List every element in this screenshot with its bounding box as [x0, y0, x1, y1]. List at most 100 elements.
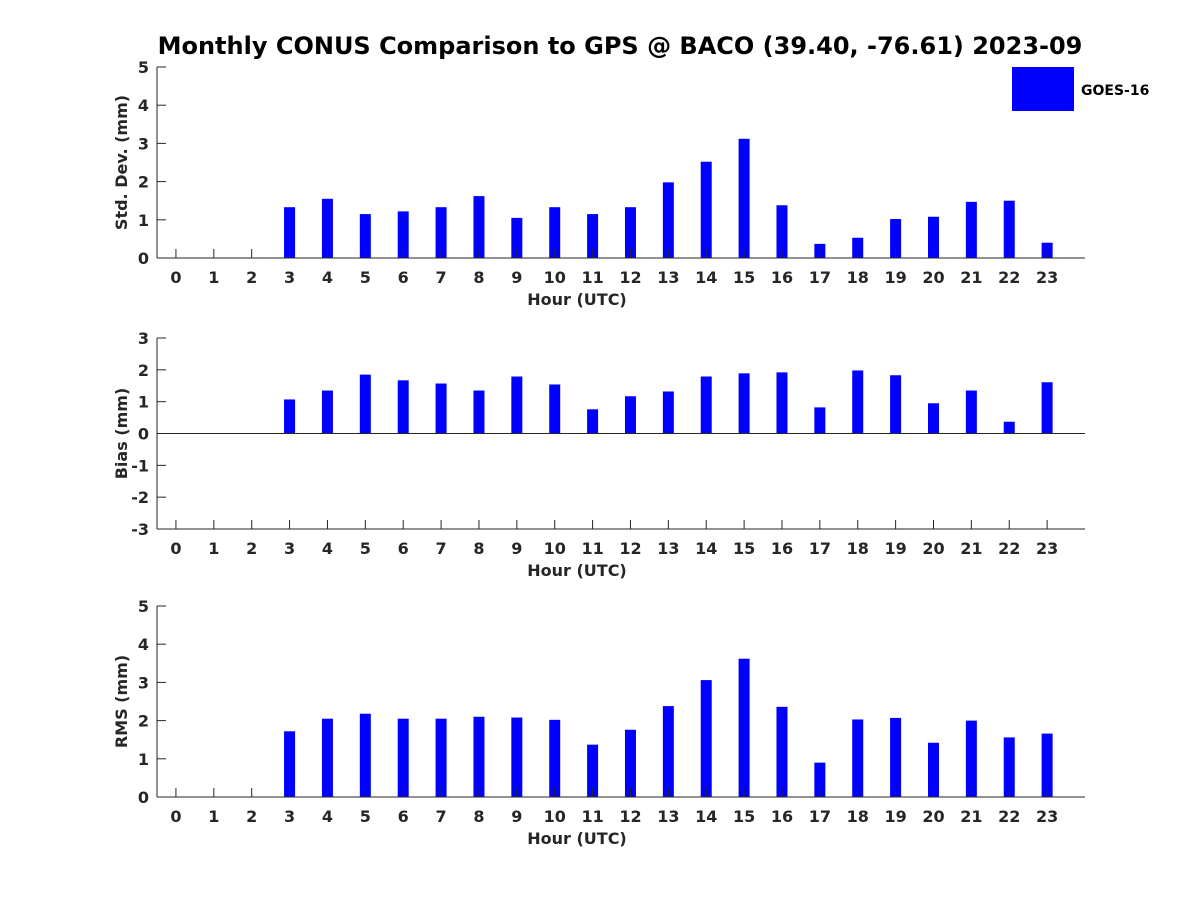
bar-panel2-hour-8 [473, 390, 485, 434]
bar-panel1-hour-18 [852, 237, 864, 258]
x-tick-label-panel3: 20 [922, 807, 944, 826]
x-axis-label-panel2: Hour (UTC) [527, 561, 627, 580]
y-tick-label-panel1: 3 [138, 134, 149, 153]
x-tick-label-panel3: 18 [847, 807, 869, 826]
x-tick-label-panel1: 1 [208, 268, 219, 287]
bar-panel2-hour-9 [511, 376, 523, 434]
x-tick-label-panel1: 22 [998, 268, 1020, 287]
x-tick-label-panel3: 9 [511, 807, 522, 826]
bar-panel3-hour-11 [587, 744, 599, 797]
y-axis-label-panel2: Bias (mm) [112, 388, 131, 480]
y-tick-label-panel1: 2 [138, 173, 149, 192]
y-tick-label-panel2: -2 [131, 488, 149, 507]
y-tick-label-panel3: 1 [138, 750, 149, 769]
y-tick-label-panel2: 2 [138, 361, 149, 380]
bar-panel1-hour-10 [549, 207, 561, 258]
bar-panel2-hour-15 [738, 373, 750, 434]
x-tick-label-panel1: 6 [398, 268, 409, 287]
bar-panel2-hour-6 [397, 380, 409, 434]
x-tick-label-panel3: 6 [398, 807, 409, 826]
x-tick-label-panel2: 0 [170, 539, 181, 558]
x-tick-label-panel1: 5 [360, 268, 371, 287]
x-tick-label-panel1: 3 [284, 268, 295, 287]
x-tick-label-panel3: 16 [771, 807, 793, 826]
y-tick-label-panel1: 1 [138, 211, 149, 230]
x-tick-label-panel2: 13 [657, 539, 679, 558]
x-tick-label-panel3: 13 [657, 807, 679, 826]
x-tick-label-panel2: 23 [1036, 539, 1058, 558]
x-tick-label-panel3: 11 [581, 807, 603, 826]
x-tick-label-panel1: 16 [771, 268, 793, 287]
bar-panel1-hour-11 [587, 214, 599, 258]
x-tick-label-panel2: 14 [695, 539, 717, 558]
y-tick-label-panel3: 0 [138, 788, 149, 807]
bar-panel1-hour-16 [776, 205, 788, 258]
x-tick-label-panel2: 3 [284, 539, 295, 558]
chart-title: Monthly CONUS Comparison to GPS @ BACO (… [158, 32, 1083, 60]
x-tick-label-panel3: 14 [695, 807, 717, 826]
bar-panel3-hour-4 [321, 718, 333, 797]
bar-panel3-hour-17 [814, 762, 826, 797]
x-tick-label-panel2: 18 [847, 539, 869, 558]
bar-panel1-hour-13 [662, 182, 674, 258]
y-tick-label-panel2: -3 [131, 520, 149, 539]
x-tick-label-panel3: 19 [884, 807, 906, 826]
bar-panel3-hour-10 [549, 719, 561, 797]
x-tick-label-panel3: 7 [436, 807, 447, 826]
x-tick-label-panel1: 19 [884, 268, 906, 287]
x-tick-label-panel1: 9 [511, 268, 522, 287]
bar-panel1-hour-9 [511, 217, 523, 258]
x-tick-label-panel2: 6 [398, 539, 409, 558]
y-tick-label-panel3: 5 [138, 597, 149, 616]
bar-panel3-hour-15 [738, 658, 750, 797]
x-tick-label-panel1: 15 [733, 268, 755, 287]
x-tick-label-panel1: 4 [322, 268, 333, 287]
x-tick-label-panel2: 21 [960, 539, 982, 558]
legend-label-goes16: GOES-16 [1081, 83, 1149, 99]
x-tick-label-panel3: 22 [998, 807, 1020, 826]
bar-panel1-hour-15 [738, 138, 750, 258]
bar-panel1-hour-5 [359, 214, 371, 258]
y-tick-label-panel1: 4 [138, 96, 149, 115]
bar-panel1-hour-3 [284, 207, 296, 258]
x-tick-label-panel2: 12 [619, 539, 641, 558]
x-tick-label-panel3: 4 [322, 807, 333, 826]
bar-panel3-hour-19 [890, 717, 902, 797]
y-tick-label-panel1: 5 [138, 58, 149, 77]
x-tick-label-panel1: 13 [657, 268, 679, 287]
bar-panel3-hour-7 [435, 718, 447, 797]
x-tick-label-panel1: 17 [809, 268, 831, 287]
x-tick-label-panel3: 23 [1036, 807, 1058, 826]
x-tick-label-panel2: 8 [473, 539, 484, 558]
bar-panel2-hour-11 [587, 409, 599, 434]
y-tick-label-panel1: 0 [138, 249, 149, 268]
bar-panel1-hour-12 [624, 207, 636, 258]
x-tick-label-panel2: 20 [922, 539, 944, 558]
x-axis-label-panel1: Hour (UTC) [527, 290, 627, 309]
bar-panel1-hour-14 [700, 161, 712, 258]
y-tick-label-panel2: 0 [138, 425, 149, 444]
x-tick-label-panel3: 21 [960, 807, 982, 826]
bar-panel3-hour-3 [284, 731, 296, 797]
x-tick-label-panel2: 1 [208, 539, 219, 558]
x-tick-label-panel1: 2 [246, 268, 257, 287]
y-tick-label-panel3: 2 [138, 712, 149, 731]
x-tick-label-panel1: 11 [581, 268, 603, 287]
x-tick-label-panel3: 10 [544, 807, 566, 826]
bar-panel3-hour-9 [511, 717, 523, 797]
bar-panel2-hour-7 [435, 383, 447, 434]
bar-panel3-hour-13 [662, 706, 674, 797]
legend-swatch-goes16 [1012, 67, 1074, 111]
bar-panel2-hour-22 [1003, 421, 1015, 434]
bar-panel2-hour-4 [321, 390, 333, 434]
x-tick-label-panel1: 23 [1036, 268, 1058, 287]
x-axis-label-panel3: Hour (UTC) [527, 829, 627, 848]
bar-panel2-hour-20 [927, 403, 939, 434]
x-tick-label-panel3: 5 [360, 807, 371, 826]
y-tick-label-panel2: -1 [131, 456, 149, 475]
x-tick-label-panel3: 15 [733, 807, 755, 826]
bar-panel2-hour-23 [1041, 382, 1053, 434]
